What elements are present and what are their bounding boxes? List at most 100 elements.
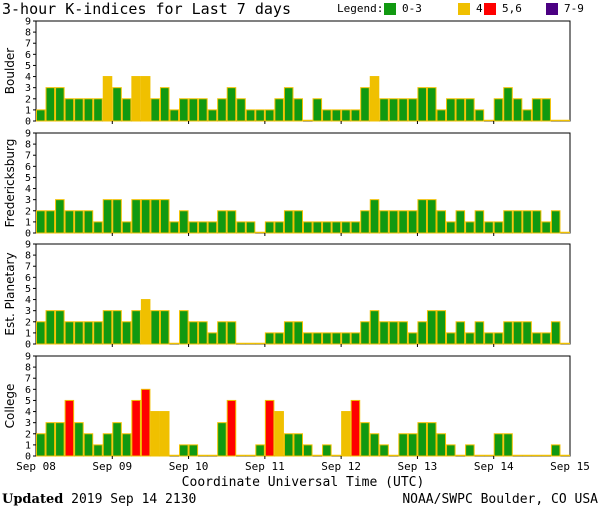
y-tick-label: 2 — [25, 317, 31, 328]
kindex-bar — [436, 210, 447, 234]
kindex-bar — [55, 87, 65, 122]
x-axis-title: Coordinate Universal Time (UTC) — [182, 475, 425, 490]
kindex-bar — [93, 98, 103, 122]
kindex-bar — [474, 321, 485, 345]
kindex-bar — [322, 221, 332, 234]
kindex-bar — [121, 433, 132, 457]
x-tick-label: Sep 08 — [16, 460, 56, 473]
kindex-bar — [369, 433, 380, 457]
kindex-bar — [550, 444, 561, 457]
y-tick-label: 7 — [25, 39, 31, 50]
kindex-bar — [188, 98, 199, 122]
kindex-bar — [264, 399, 275, 457]
legend-swatch-yellow — [458, 3, 470, 15]
kindex-bar — [531, 98, 542, 122]
panel-ylabel: Fredericksburg — [3, 139, 17, 228]
kindex-bar — [226, 321, 237, 345]
kindex-bar — [283, 321, 294, 345]
kindex-bar — [245, 221, 256, 234]
kindex-bar — [83, 433, 94, 457]
kindex-bar — [512, 210, 523, 234]
kindex-bar — [541, 332, 551, 345]
kindex-bar — [274, 221, 284, 234]
kindex-bar — [255, 109, 265, 122]
y-tick-label: 9 — [25, 17, 31, 28]
kindex-bar — [217, 321, 227, 345]
kindex-bar — [45, 87, 56, 122]
y-tick-label: 9 — [25, 352, 31, 363]
kindex-bar — [446, 221, 456, 234]
kindex-bar — [379, 98, 389, 122]
kindex-bar — [379, 321, 389, 345]
kindex-bar — [131, 199, 141, 234]
kindex-bar — [541, 98, 551, 122]
kindex-bar — [417, 422, 427, 457]
kindex-bar — [322, 109, 332, 122]
x-tick-label: Sep 15 — [550, 460, 590, 473]
y-tick-label: 9 — [25, 240, 31, 251]
kindex-bar — [188, 221, 199, 234]
kindex-bar — [102, 199, 113, 234]
y-tick-label: 2 — [25, 206, 31, 217]
kindex-bar — [207, 332, 218, 345]
kindex-bar — [131, 310, 141, 345]
kindex-bar — [446, 98, 456, 122]
kindex-bar — [150, 98, 160, 122]
kindex-bar — [264, 332, 275, 345]
kindex-bar — [341, 332, 351, 345]
kindex-bar — [303, 221, 313, 234]
x-tick-label: Sep 13 — [398, 460, 438, 473]
panel-ylabel: College — [3, 384, 17, 429]
y-tick-label: 5 — [25, 173, 31, 184]
kindex-bar — [512, 321, 523, 345]
kindex-bar — [150, 199, 160, 234]
kindex-bar — [102, 76, 113, 122]
y-tick-label: 0 — [25, 340, 31, 351]
panel-ylabel: Boulder — [3, 48, 17, 95]
kindex-bar — [341, 109, 351, 122]
kindex-bar — [455, 321, 466, 345]
kindex-bar — [550, 321, 561, 345]
kindex-bar — [140, 199, 151, 234]
y-tick-label: 1 — [25, 105, 31, 116]
kindex-bar — [398, 98, 408, 122]
y-tick-label: 8 — [25, 363, 31, 374]
kindex-bar — [36, 321, 46, 345]
kindex-bar — [150, 310, 160, 345]
kindex-bar — [264, 109, 275, 122]
kindex-bar — [360, 87, 370, 122]
page-title: 3-hour K-indices for Last 7 days — [2, 0, 291, 18]
kindex-bar — [436, 109, 447, 122]
y-tick-label: 3 — [25, 195, 31, 206]
kindex-bar — [522, 109, 532, 122]
kindex-bar — [350, 332, 361, 345]
y-tick-label: 0 — [25, 229, 31, 240]
kindex-bar — [198, 221, 208, 234]
legend-text: 4 — [476, 2, 483, 15]
kindex-bar — [64, 321, 75, 345]
legend-text: 7-9 — [564, 2, 584, 15]
panel-ylabel: Est. Planetary — [3, 252, 17, 335]
kindex-bar — [503, 433, 513, 457]
kindex-bar — [493, 221, 504, 234]
kindex-bar — [350, 109, 361, 122]
y-tick-label: 0 — [25, 117, 31, 128]
kindex-bar — [331, 109, 342, 122]
kindex-bar — [417, 87, 427, 122]
kindex-bar — [550, 210, 561, 234]
kindex-bar — [45, 310, 56, 345]
kindex-bar — [417, 199, 427, 234]
kindex-bar — [274, 411, 284, 457]
kindex-bar — [121, 98, 132, 122]
legend-swatch-red — [484, 3, 496, 15]
kindex-bar — [74, 422, 84, 457]
kindex-bar — [407, 433, 418, 457]
legend-swatch-green — [384, 3, 396, 15]
kindex-bar — [341, 411, 351, 457]
kindex-bar — [426, 310, 437, 345]
kindex-bar — [303, 332, 313, 345]
kindex-bar — [188, 321, 199, 345]
kindex-bar — [93, 221, 103, 234]
kindex-bar — [465, 332, 475, 345]
